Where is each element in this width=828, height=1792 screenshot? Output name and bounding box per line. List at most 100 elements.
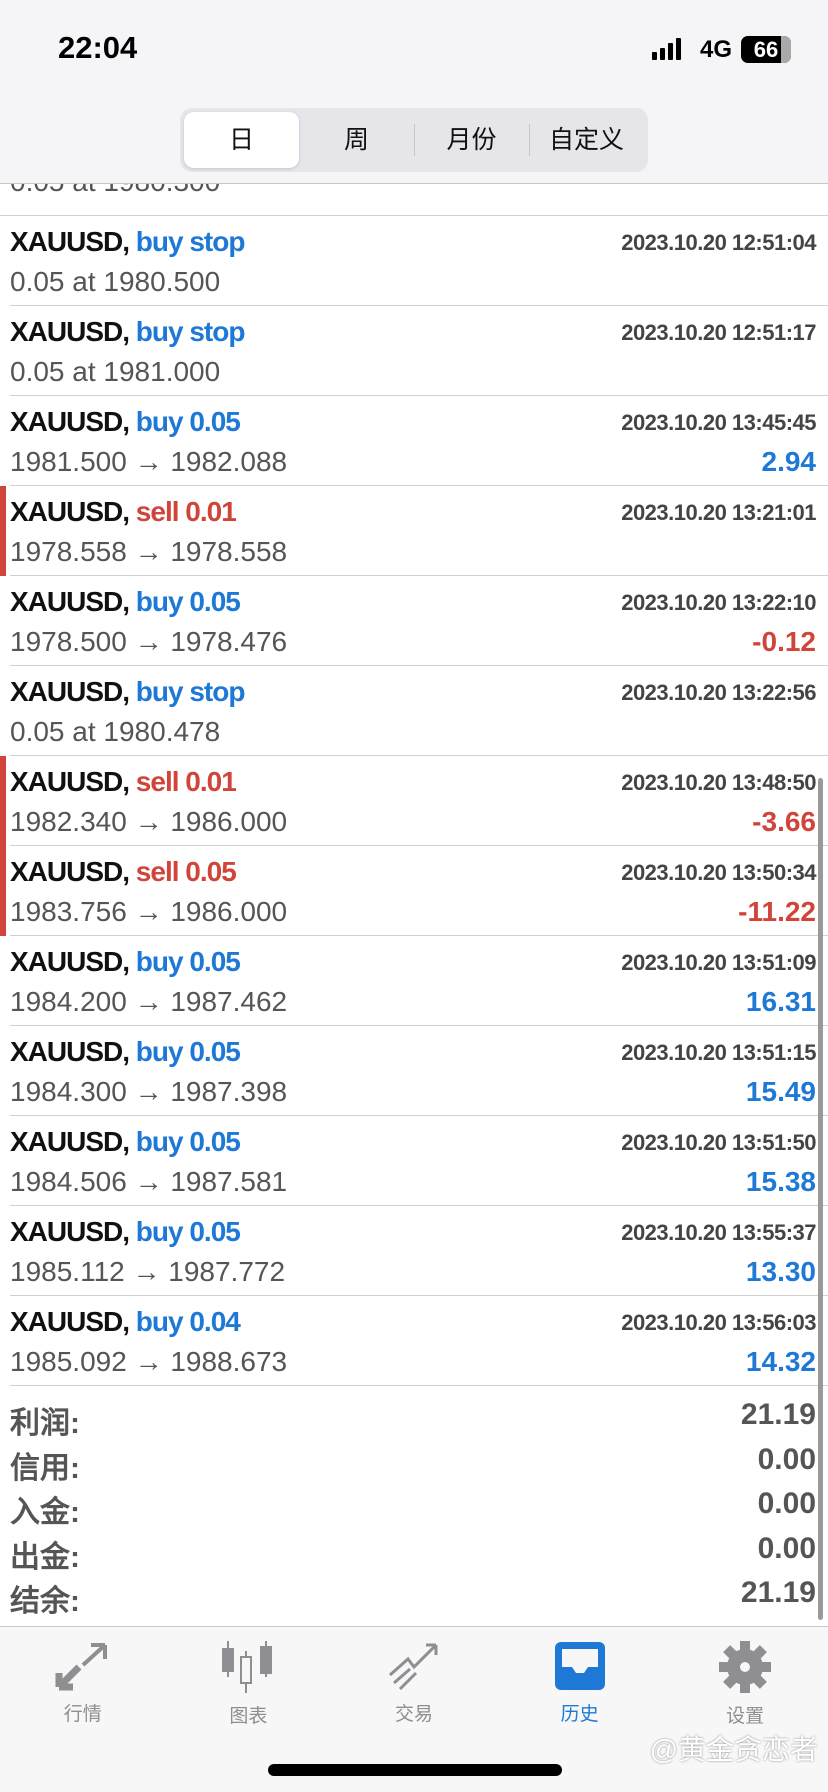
order-price: 1978.500 → 1978.476 [10,626,288,657]
order-profit: 13.30 [745,1256,816,1287]
top-bar: 22:04 4G 66 日 周 月份 自定义 [0,0,828,184]
symbol: XAUUSD, [10,1306,130,1337]
summary-label: 入金: [10,1496,80,1529]
order-price: 0.05 at 1980.300 [10,184,220,198]
order-action: buy 0.04 [135,1306,241,1337]
summary-value: 21.19 [740,1576,816,1609]
list-item[interactable]: XAUUSD, buy 0.05 2023.10.20 13:22:10 197… [10,576,828,666]
order-price: 0.05 at 1981.000 [10,356,221,387]
order-time: 2023.10.20 13:48:50 [621,770,816,795]
order-title: XAUUSD, buy 0.05 [10,946,241,978]
order-title: XAUUSD, buy stop [10,316,245,348]
list-item[interactable]: XAUUSD, buy 0.05 2023.10.20 13:55:37 198… [10,1206,828,1296]
list-item[interactable]: XAUUSD, sell 0.01 2023.10.20 13:21:01 19… [0,486,828,576]
history-inbox-icon [554,1642,605,1690]
list-item[interactable]: XAUUSD, buy stop 2023.10.20 12:51:04 0.0… [10,216,828,306]
symbol: XAUUSD, [10,496,130,527]
symbol: XAUUSD, [10,946,130,977]
home-indicator[interactable] [268,1764,562,1776]
segment-month[interactable]: 月份 [414,112,529,168]
list-item[interactable]: XAUUSD, buy 0.05 2023.10.20 13:45:45 198… [10,396,828,486]
summary-row: 出金: 0.00 [10,1532,816,1577]
summary-label: 出金: [10,1540,80,1574]
symbol: XAUUSD, [10,1036,130,1067]
tab-history[interactable]: 历史 [497,1627,663,1792]
list-item[interactable]: XAUUSD, sell 0.01 2023.10.20 13:48:50 19… [0,756,828,846]
order-time: 2023.10.20 13:51:09 [621,950,816,975]
tab-label: 历史 [560,1704,599,1725]
order-action: sell 0.01 [135,766,237,797]
scrollbar[interactable] [818,778,823,1620]
order-price: 1985.112 → 1987.772 [10,1256,286,1287]
history-list: 0.05 at 1980.300 XAUUSD, buy stop 2023.1… [0,184,828,1386]
summary-value: 0.00 [757,1531,816,1565]
order-price: 1981.500 → 1982.088 [10,446,288,477]
summary-row: 利润: 21.19 [10,1398,816,1443]
battery-level: 66 [753,37,779,62]
order-profit: 16.31 [745,986,816,1017]
list-item[interactable]: XAUUSD, buy stop 2023.10.20 13:22:56 0.0… [10,666,828,756]
candlestick-icon [222,1641,273,1693]
summary-row: 入金: 0.00 [10,1487,816,1532]
symbol: XAUUSD, [10,1126,130,1157]
list-item[interactable]: XAUUSD, sell 0.05 2023.10.20 13:50:34 19… [0,846,828,936]
signal-icon [652,38,681,60]
order-price: 1985.092 → 1988.673 [10,1346,288,1377]
list-item[interactable]: XAUUSD, buy 0.05 2023.10.20 13:51:50 198… [10,1116,828,1206]
symbol: XAUUSD, [10,406,130,437]
order-time: 2023.10.20 12:51:17 [621,320,816,345]
tab-quotes[interactable]: 行情 [0,1627,166,1792]
order-profit: 14.32 [745,1346,816,1377]
order-title: XAUUSD, buy 0.05 [10,1126,241,1158]
gear-icon [719,1641,772,1693]
network-type: 4G [700,36,733,63]
symbol: XAUUSD, [10,586,130,617]
order-profit: -0.12 [752,626,816,657]
order-time: 2023.10.20 12:51:04 [621,230,816,255]
order-action: buy 0.05 [135,946,241,977]
order-profit: 15.49 [745,1076,816,1107]
tab-settings[interactable]: 设置 [662,1627,828,1792]
order-price: 1984.506 → 1987.581 [10,1166,288,1197]
order-title: XAUUSD, buy stop [10,226,246,258]
symbol: XAUUSD, [10,226,130,257]
order-time: 2023.10.20 13:50:34 [621,860,816,885]
order-profit: -11.22 [738,896,816,927]
symbol: XAUUSD, [10,1216,130,1247]
summary-row: 信用: 0.00 [10,1443,816,1488]
list-item[interactable]: XAUUSD, buy 0.05 2023.10.20 13:51:09 198… [10,936,828,1026]
segment-custom[interactable]: 自定义 [529,112,644,168]
list-item-partial[interactable]: 0.05 at 1980.300 [0,184,828,216]
order-title: XAUUSD, buy 0.05 [10,406,241,438]
order-title: XAUUSD, buy stop [10,676,245,708]
order-action: buy stop [135,226,246,257]
list-item[interactable]: XAUUSD, buy stop 2023.10.20 12:51:17 0.0… [10,306,828,396]
symbol: XAUUSD, [10,316,130,347]
segment-week[interactable]: 周 [343,126,369,154]
tab-label: 图表 [229,1706,268,1727]
order-time: 2023.10.20 13:56:03 [621,1310,816,1335]
order-time: 2023.10.20 13:22:10 [621,590,816,615]
order-profit: 15.38 [745,1166,816,1197]
order-time: 2023.10.20 13:45:45 [621,410,816,435]
summary-label: 信用: [10,1451,80,1485]
order-action: sell 0.05 [135,856,237,887]
list-item[interactable]: XAUUSD, buy 0.05 2023.10.20 13:51:15 198… [10,1026,828,1116]
order-price: 1984.200 → 1987.462 [10,986,288,1017]
tab-label: 行情 [63,1704,102,1725]
symbol: XAUUSD, [10,856,130,887]
order-title: XAUUSD, sell 0.01 [10,496,237,528]
order-time: 2023.10.20 13:51:50 [621,1130,816,1155]
summary-row: 结余: 21.19 [10,1576,816,1621]
battery-icon: 66 [741,36,791,63]
order-action: buy 0.05 [135,586,241,617]
order-title: XAUUSD, buy 0.05 [10,1216,241,1248]
order-profit: -3.66 [752,806,816,837]
tab-chart[interactable]: 图表 [166,1627,332,1792]
list-item[interactable]: XAUUSD, buy 0.04 2023.10.20 13:56:03 198… [10,1296,828,1386]
tab-label: 设置 [726,1706,765,1727]
segment-day[interactable]: 日 [184,112,299,168]
tab-trade[interactable]: 交易 [331,1627,497,1792]
summary-value: 0.00 [757,1487,816,1520]
order-time: 2023.10.20 13:21:01 [621,500,816,525]
